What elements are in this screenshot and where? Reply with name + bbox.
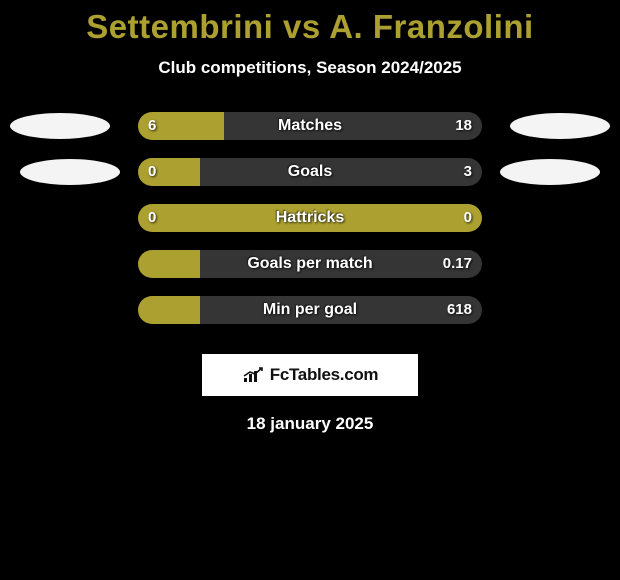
stat-row: Goals0 3 [0,158,620,204]
page-title: Settembrini vs A. Franzolini [0,8,620,46]
source-badge[interactable]: FcTables.com [202,354,418,396]
stat-label: Min per goal [138,296,482,324]
stat-value-left: 6 [148,112,156,140]
stat-row: Goals per match0.17 [0,250,620,296]
stat-value-left: 0 [148,204,156,232]
badge-text: FcTables.com [270,365,379,385]
team-marker-right [510,113,610,139]
stat-value-right: 0.17 [443,250,472,278]
date-text: 18 january 2025 [0,414,620,434]
team-marker-left [20,159,120,185]
player1-name: Settembrini [86,8,273,45]
stat-row: Hattricks0 0 [0,204,620,250]
stat-row: Min per goal618 [0,296,620,342]
chart-icon [242,366,264,384]
comparison-widget: Settembrini vs A. Franzolini Club compet… [0,0,620,434]
vs-text: vs [283,8,321,45]
stat-label: Goals [138,158,482,186]
team-marker-left [10,113,110,139]
stat-label: Goals per match [138,250,482,278]
stats-rows: Matches618Goals03Hattricks00Goals per ma… [0,112,620,342]
stat-label: Matches [138,112,482,140]
stat-value-left: 0 [148,158,156,186]
team-marker-right [500,159,600,185]
stat-row: Matches6 18 [0,112,620,158]
stat-value-right: 0 [464,204,472,232]
stat-label: Hattricks [138,204,482,232]
stat-value-right: 18 [455,112,472,140]
player2-name: A. Franzolini [329,8,534,45]
stat-value-right: 3 [464,158,472,186]
stat-value-right: 618 [447,296,472,324]
subtitle: Club competitions, Season 2024/2025 [0,58,620,78]
